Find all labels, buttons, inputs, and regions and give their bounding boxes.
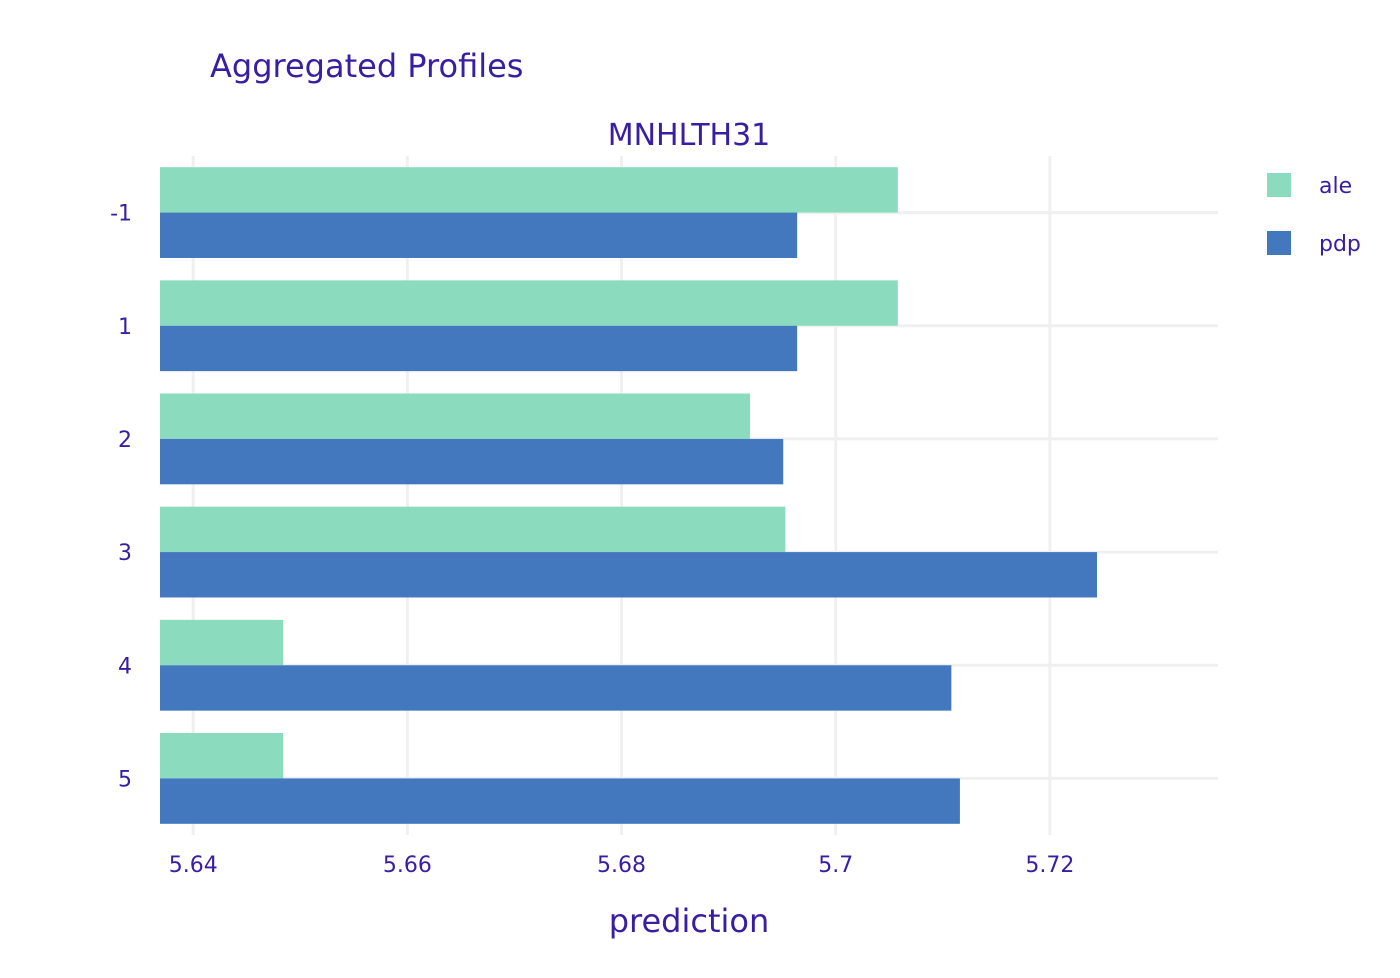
legend: ale pdp bbox=[1267, 173, 1361, 257]
bar-ale[interactable] bbox=[160, 619, 284, 666]
x-axis-tick-labels: 5.64 5.66 5.68 5.7 5.72 bbox=[169, 853, 1075, 878]
chart-subtitle: MNHLTH31 bbox=[608, 118, 771, 153]
x-tick-label: 5.68 bbox=[597, 853, 646, 878]
bar-ale[interactable] bbox=[160, 393, 751, 439]
y-tick-label: 1 bbox=[118, 315, 132, 340]
x-tick-label: 5.72 bbox=[1025, 853, 1074, 878]
x-tick-label: 5.64 bbox=[169, 853, 218, 878]
y-tick-label: -1 bbox=[110, 202, 132, 227]
chart-title: Aggregated Profiles bbox=[210, 47, 523, 85]
bar-pdp[interactable] bbox=[160, 778, 960, 824]
y-tick-label: 5 bbox=[118, 767, 132, 792]
legend-swatch-ale[interactable] bbox=[1267, 173, 1291, 197]
bar-ale[interactable] bbox=[160, 733, 284, 779]
x-tick-label: 5.66 bbox=[383, 853, 432, 878]
bar-ale[interactable] bbox=[160, 167, 898, 213]
y-tick-label: 3 bbox=[118, 541, 132, 566]
bar-pdp[interactable] bbox=[160, 212, 798, 258]
x-axis-label: prediction bbox=[609, 902, 770, 940]
legend-label-ale[interactable]: ale bbox=[1319, 174, 1352, 199]
bars bbox=[160, 167, 1097, 824]
bar-pdp[interactable] bbox=[160, 325, 798, 372]
legend-label-pdp[interactable]: pdp bbox=[1319, 232, 1361, 257]
bar-pdp[interactable] bbox=[160, 665, 952, 711]
legend-swatch-pdp[interactable] bbox=[1267, 231, 1291, 255]
y-axis-tick-labels: -1 1 2 3 4 5 bbox=[110, 202, 132, 793]
bar-pdp[interactable] bbox=[160, 438, 784, 485]
bar-ale[interactable] bbox=[160, 280, 898, 326]
bar-ale[interactable] bbox=[160, 506, 786, 553]
y-tick-label: 2 bbox=[118, 428, 132, 453]
x-tick-label: 5.7 bbox=[818, 853, 853, 878]
y-tick-label: 4 bbox=[118, 654, 132, 679]
bar-pdp[interactable] bbox=[160, 552, 1097, 598]
